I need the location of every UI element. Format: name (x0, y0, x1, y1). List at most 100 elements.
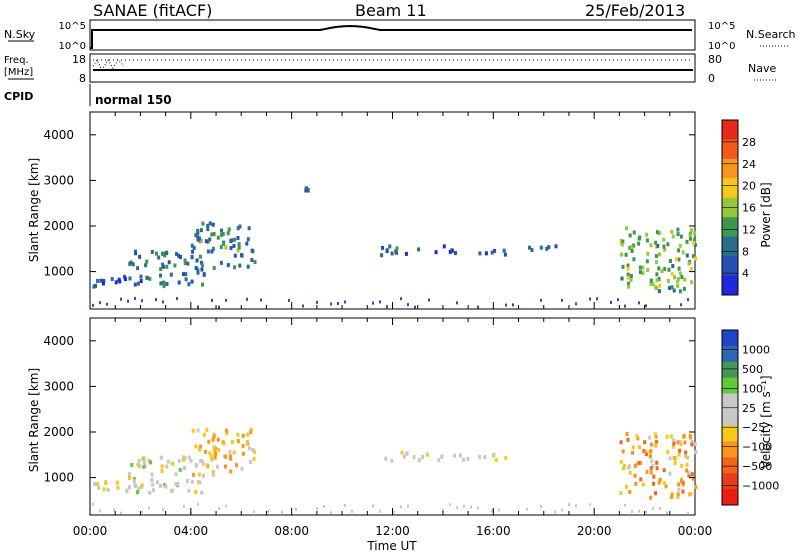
data-cell (619, 491, 623, 496)
data-cell (638, 509, 640, 513)
velocity-colorbar-swatch (722, 377, 738, 395)
data-cell (502, 248, 506, 253)
data-cell (224, 454, 228, 459)
data-cell (133, 282, 137, 287)
data-cell (237, 242, 241, 247)
data-cell (655, 440, 658, 445)
data-cell (649, 442, 653, 447)
data-cell (260, 298, 262, 302)
data-cell (206, 223, 210, 228)
data-cell (167, 260, 171, 265)
data-cell (666, 511, 668, 515)
data-cell (197, 236, 201, 241)
data-cell (222, 441, 226, 446)
data-cell (173, 263, 177, 268)
power-data-cells (92, 186, 698, 309)
data-cell (200, 267, 204, 272)
data-cell (651, 282, 655, 287)
data-cell (657, 252, 661, 257)
data-cell (470, 505, 472, 509)
data-cell (680, 303, 682, 307)
beam-title: Beam 11 (355, 1, 427, 20)
data-cell (175, 252, 178, 256)
data-cell (456, 301, 458, 305)
data-cell (629, 278, 633, 283)
data-cell (676, 227, 680, 232)
velocity-ytick-1000: 1000 (43, 471, 74, 485)
data-cell (191, 428, 195, 433)
power-colorbar-swatch (722, 120, 738, 140)
data-cell (425, 452, 429, 457)
data-cell (156, 480, 159, 485)
data-cell (655, 230, 659, 235)
data-cell (596, 297, 598, 301)
data-cell (212, 266, 216, 270)
data-cell (93, 482, 96, 486)
data-cell (652, 481, 656, 486)
data-cell (619, 240, 623, 245)
data-cell (654, 491, 657, 496)
data-cell (561, 508, 563, 512)
data-cell (686, 455, 690, 460)
data-cell (655, 272, 659, 277)
data-cell (148, 506, 150, 510)
data-cell (305, 186, 309, 191)
data-cell (620, 276, 624, 281)
data-cell (677, 452, 681, 457)
data-cell (503, 252, 507, 257)
power-colorbar-swatch (722, 256, 738, 276)
data-cell (690, 280, 694, 285)
data-cell (99, 509, 101, 513)
data-cell (681, 480, 685, 485)
power-colorbar-swatch (722, 236, 738, 257)
data-cell (655, 260, 658, 265)
velocity-colorbar-label: 100 (742, 382, 763, 395)
data-cell (249, 427, 253, 432)
data-cell (201, 461, 205, 466)
data-cell (400, 505, 402, 509)
data-cell (230, 440, 234, 444)
data-cell (127, 476, 131, 480)
data-cell (226, 231, 230, 236)
data-cell (662, 244, 666, 249)
nsky-panel: N.Sky 10^5 10^0 10^5 10^0 N.Search (4, 19, 796, 52)
data-cell (253, 510, 255, 514)
power-colorbar-title: Power [dB] (759, 182, 773, 247)
data-cell (626, 437, 630, 442)
time-axis-title: Time UT (366, 539, 417, 553)
data-cell (184, 277, 188, 282)
data-cell (197, 305, 199, 309)
data-cell (649, 449, 653, 453)
data-cell (691, 476, 695, 481)
data-cell (344, 300, 346, 304)
data-cell (199, 444, 203, 449)
data-cell (621, 239, 625, 244)
data-cell (694, 256, 698, 261)
freq-panel: Freq. [MHz] 18 8 80 0 Nave (4, 53, 776, 85)
data-cell (150, 249, 154, 254)
data-cell (208, 221, 212, 226)
data-cell (159, 267, 163, 271)
data-cell (213, 455, 217, 460)
data-cell (200, 263, 204, 268)
data-cell (246, 297, 248, 301)
time-tick-20: 20:00 (577, 524, 612, 538)
data-cell (667, 267, 671, 272)
data-cell (166, 459, 170, 464)
data-cell (183, 258, 187, 263)
velocity-ytick-4000: 4000 (43, 334, 74, 348)
data-cell (610, 300, 612, 304)
data-cell (225, 504, 227, 508)
data-cell (323, 505, 325, 508)
data-cell (625, 484, 628, 489)
power-colorbar-label: 12 (742, 223, 756, 236)
data-cell (189, 458, 193, 463)
data-cell (649, 454, 652, 459)
data-cell (652, 507, 654, 510)
data-cell (384, 456, 388, 461)
data-cell (626, 263, 630, 268)
velocity-colorbar-label: 500 (742, 363, 763, 376)
data-cell (161, 262, 165, 267)
data-cell (212, 246, 215, 251)
power-panel: Slant Range [km] 1000 2000 3000 4000 (27, 111, 698, 310)
